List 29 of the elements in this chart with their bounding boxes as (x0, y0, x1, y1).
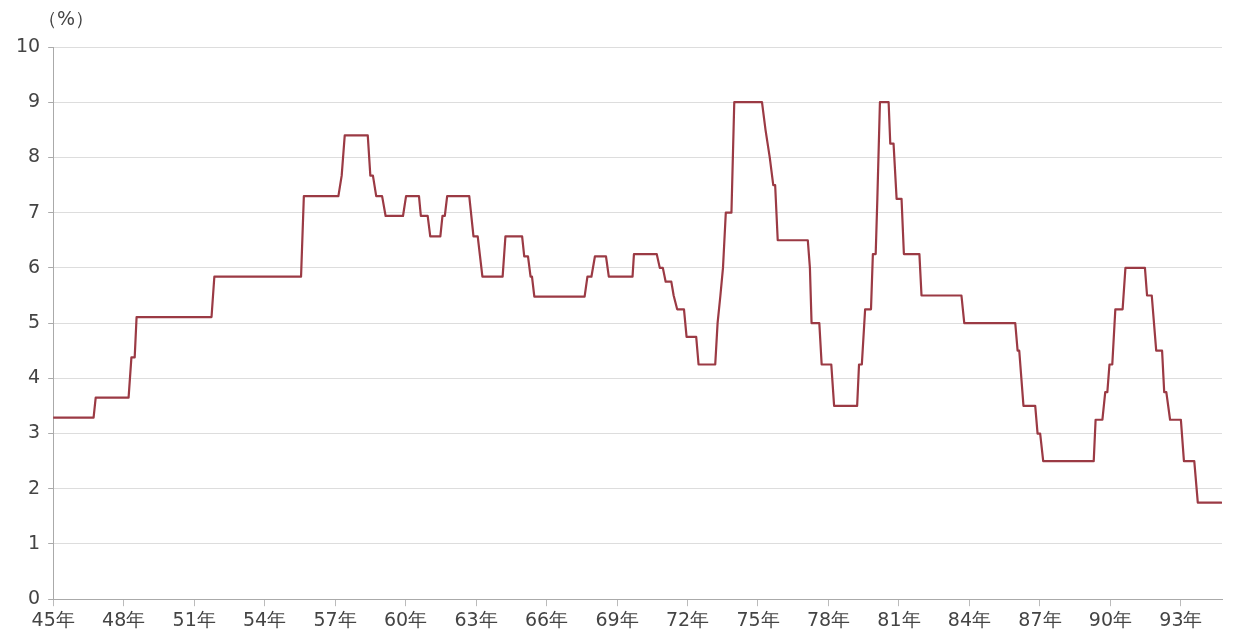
y-tick-label: 1 (28, 530, 41, 553)
y-tick-label: 10 (15, 33, 41, 56)
y-tick-label: 0 (28, 586, 41, 609)
y-tick-label: 9 (28, 89, 41, 112)
x-tick-label: 45年 (31, 607, 75, 630)
x-tick-label: 54年 (243, 607, 287, 630)
y-tick-label: 4 (28, 365, 41, 388)
y-tick-label: 6 (28, 254, 41, 277)
x-tick-label: 57年 (313, 607, 357, 630)
x-tick-label: 81年 (877, 607, 921, 630)
x-tick-label: 72年 (665, 607, 710, 630)
x-tick-label: 90年 (1088, 607, 1132, 630)
y-tick-label: 3 (28, 420, 41, 443)
x-tick-label: 93年 (1159, 607, 1203, 630)
y-tick-label: 8 (28, 144, 41, 167)
x-tick-label: 66年 (524, 607, 569, 630)
x-tick-label: 87年 (1018, 607, 1062, 630)
y-tick-label: 7 (28, 199, 41, 222)
x-tick-label: 63年 (454, 607, 498, 630)
x-tick-label: 60年 (383, 607, 428, 630)
y-tick-label: 2 (28, 475, 41, 498)
x-tick-label: 48年 (102, 607, 146, 630)
y-tick-label: 5 (28, 310, 41, 333)
x-tick-label: 69年 (595, 607, 639, 630)
x-tick-label: 78年 (806, 607, 851, 630)
x-tick-label: 51年 (172, 607, 216, 630)
x-tick-label: 84年 (947, 607, 992, 630)
y-axis-title: （%） (38, 6, 95, 31)
x-tick-label: 75年 (736, 607, 780, 630)
